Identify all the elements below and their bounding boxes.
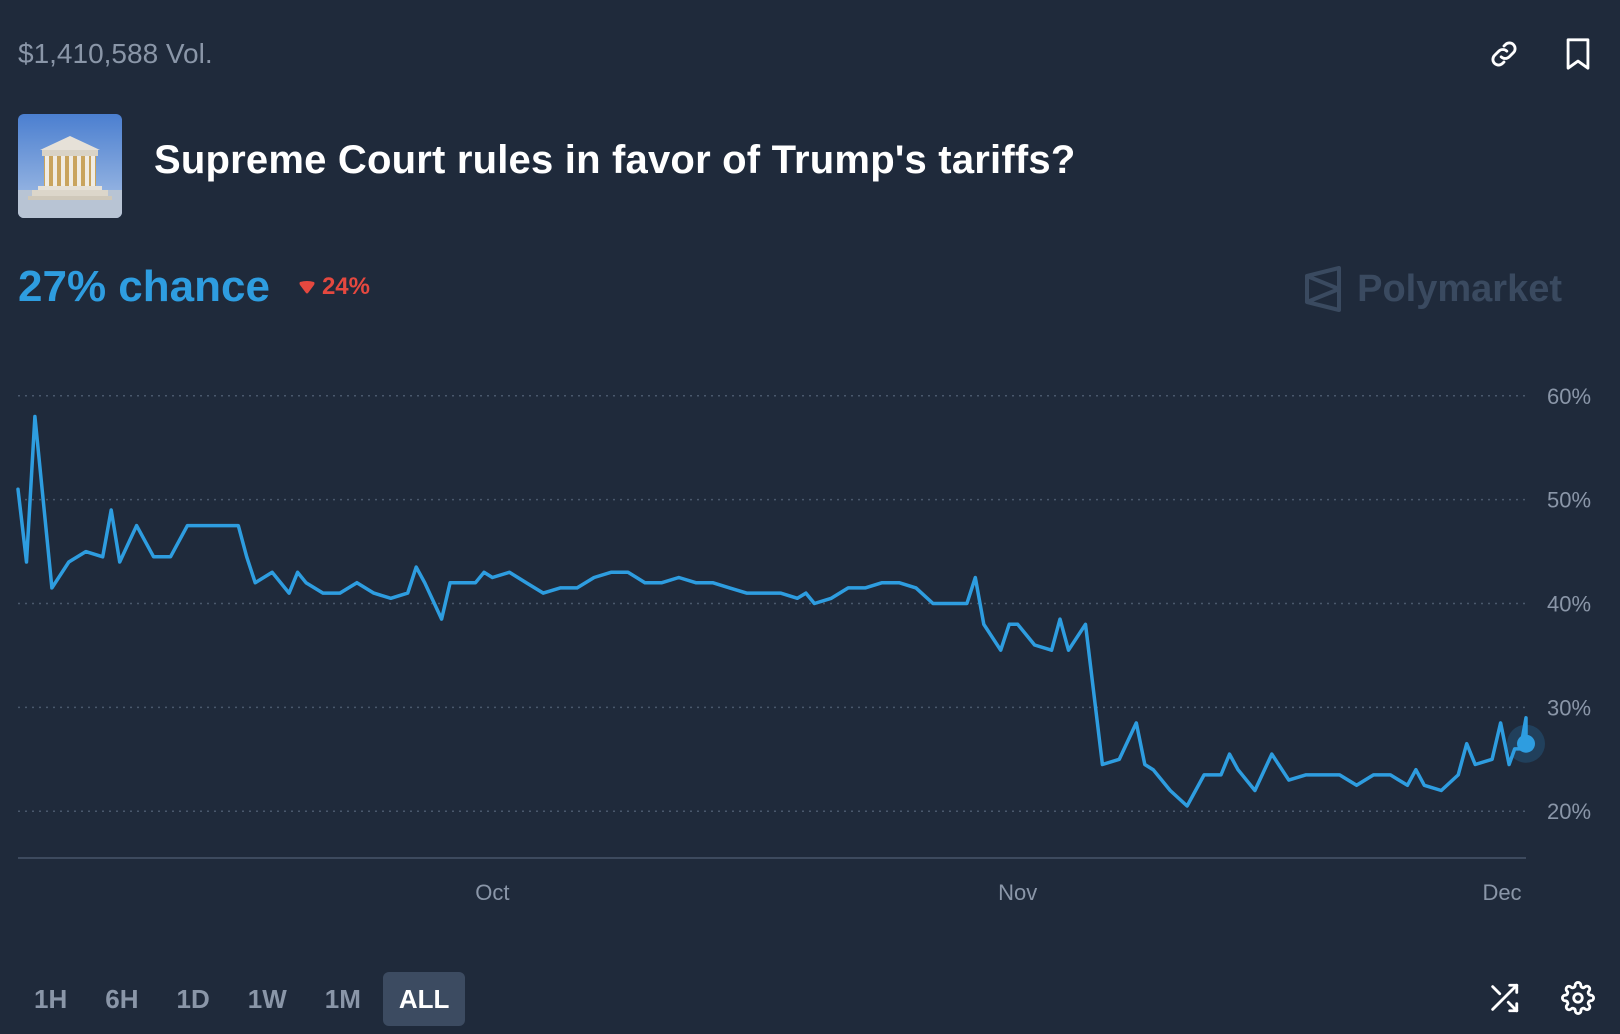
- chart-grid: [18, 395, 1526, 812]
- timeframe-selector: 1H 6H 1D 1W 1M ALL: [18, 972, 466, 1026]
- bookmark-icon[interactable]: [1558, 34, 1598, 74]
- header-actions: [1484, 34, 1598, 74]
- y-tick-label: 30%: [1547, 695, 1591, 720]
- polymarket-logo-icon: [1305, 266, 1342, 312]
- x-tick-label: Nov: [998, 880, 1037, 905]
- market-title: Supreme Court rules in favor of Trump's …: [154, 138, 1076, 182]
- last-point-marker: [1517, 734, 1535, 753]
- x-tick-label: Oct: [475, 880, 509, 905]
- volume-label: $1,410,588 Vol.: [18, 38, 213, 69]
- triangle-down-icon: [299, 281, 315, 294]
- price-chart: 60% 50% 40% 30% 20% Oct Nov Dec: [16, 384, 1591, 905]
- summary-row: 27% chance 24%: [18, 262, 370, 312]
- series-line: [16, 414, 1528, 808]
- timeframe-1d[interactable]: 1D: [176, 983, 210, 1014]
- chance-value: 27% chance: [18, 262, 270, 311]
- timeframe-1h[interactable]: 1H: [34, 983, 68, 1014]
- timeframe-1w[interactable]: 1W: [247, 983, 287, 1014]
- shuffle-icon[interactable]: [1484, 978, 1524, 1018]
- change-value: 24%: [321, 273, 370, 300]
- polymarket-watermark: Polymarket: [1303, 266, 1562, 312]
- x-axis-labels: Oct Nov Dec: [475, 880, 1521, 905]
- gear-icon[interactable]: [1558, 978, 1598, 1018]
- timeframe-all[interactable]: ALL: [382, 972, 466, 1026]
- y-tick-label: 20%: [1547, 799, 1591, 824]
- y-axis-labels: 60% 50% 40% 30% 20%: [1547, 384, 1591, 824]
- y-tick-label: 60%: [1547, 384, 1591, 409]
- change-indicator: 24%: [298, 273, 370, 301]
- y-tick-label: 40%: [1547, 592, 1591, 617]
- x-tick-label: Dec: [1482, 880, 1521, 905]
- timeframe-1m[interactable]: 1M: [324, 983, 361, 1014]
- supreme-court-image: [18, 114, 122, 218]
- timeframe-6h[interactable]: 6H: [105, 983, 139, 1014]
- chart-controls: [1484, 978, 1598, 1018]
- link-icon[interactable]: [1484, 34, 1524, 74]
- watermark-text: Polymarket: [1357, 267, 1562, 310]
- y-tick-label: 50%: [1547, 488, 1591, 513]
